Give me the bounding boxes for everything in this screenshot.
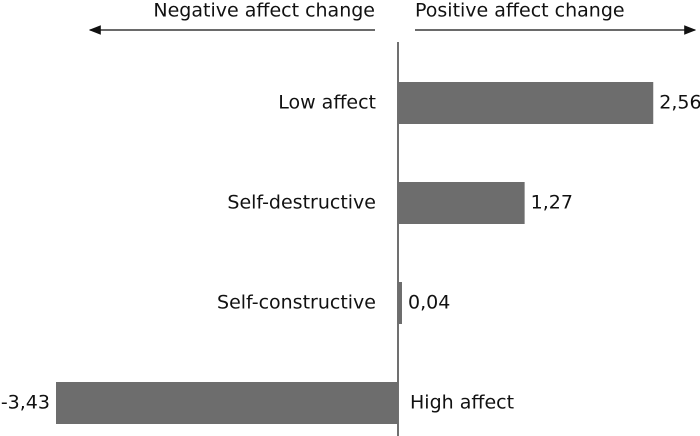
bar <box>56 382 398 424</box>
value-label: 1,27 <box>531 192 573 214</box>
value-label: -3,43 <box>1 392 50 414</box>
bar <box>398 282 402 324</box>
bar <box>398 82 654 124</box>
positive-label: Positive affect change <box>415 0 625 22</box>
category-label: Self-destructive <box>227 192 376 214</box>
category-label: Self-constructive <box>217 292 376 314</box>
category-label: High affect <box>410 392 514 414</box>
value-label: 0,04 <box>408 292 450 314</box>
value-label: 2,56 <box>659 92 700 114</box>
bar <box>398 182 525 224</box>
category-label: Low affect <box>278 92 376 114</box>
negative-label: Negative affect change <box>153 0 375 22</box>
